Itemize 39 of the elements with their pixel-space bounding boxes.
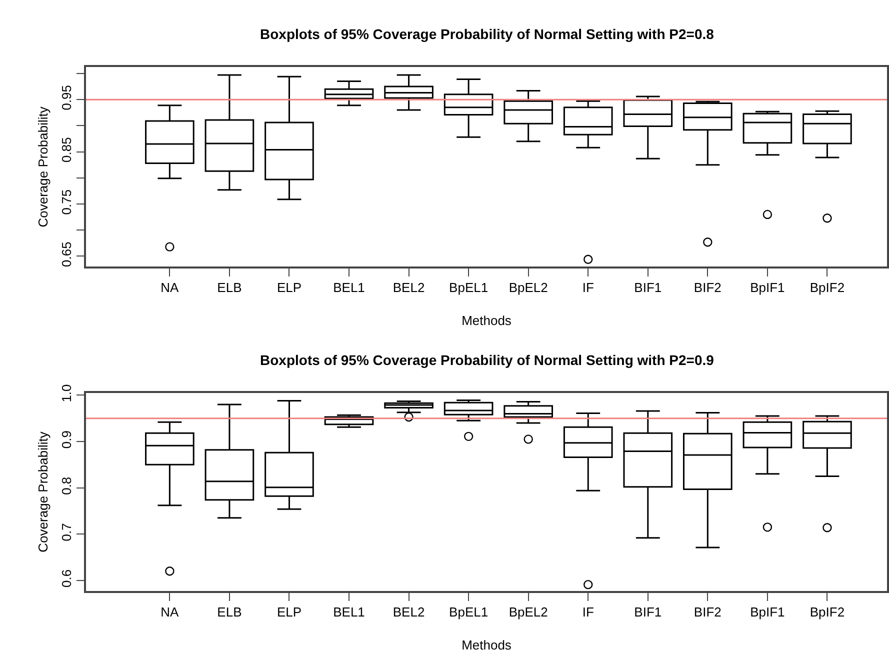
y-axis-title: Coverage Probability (36, 106, 50, 228)
x-tick-label: BpEL2 (508, 280, 548, 296)
y-tick-label: 0.95 (59, 84, 74, 110)
y-tick-label: 0.65 (59, 242, 74, 267)
x-tick-label: ELB (217, 604, 242, 620)
chart-title: Boxplots of 95% Coverage Probability of Normal Setting with P2=0.8 (260, 26, 714, 42)
x-tick-label: BIF2 (694, 604, 722, 620)
y-tick-label: 0.6 (59, 569, 74, 588)
x-tick-label: BEL1 (333, 280, 365, 296)
x-tick-label: ELP (276, 280, 302, 296)
x-tick-label: NA (160, 280, 180, 296)
x-tick-label: BpIF1 (750, 604, 785, 620)
x-tick-label: BpEL2 (508, 604, 548, 620)
y-tick-label: 0.9 (59, 430, 74, 449)
x-tick-label: BpIF1 (750, 280, 785, 296)
y-tick-label: 1.0 (59, 384, 74, 402)
y-tick-label: 0.85 (59, 137, 74, 162)
x-tick-label: IF (582, 280, 594, 296)
x-tick-label: ELP (276, 604, 302, 620)
x-tick-label: NA (160, 604, 180, 620)
x-tick-label: ELB (217, 280, 242, 296)
x-tick-label: BIF2 (694, 280, 722, 296)
x-tick-label: IF (582, 604, 594, 620)
x-tick-label: BEL1 (333, 604, 365, 620)
chart-title: Boxplots of 95% Coverage Probability of Normal Setting with P2=0.9 (260, 352, 714, 368)
y-tick-label: 0.8 (59, 476, 74, 495)
x-tick-label: BpIF2 (810, 604, 845, 620)
x-tick-label: BpEL1 (449, 604, 488, 620)
x-tick-label: BpIF2 (810, 280, 845, 296)
x-axis-title: Methods (462, 638, 512, 653)
x-tick-label: BEL2 (392, 280, 425, 296)
x-tick-label: BIF1 (634, 280, 662, 296)
y-tick-label: 0.75 (59, 189, 74, 215)
x-tick-label: BpEL1 (449, 280, 488, 296)
x-axis-title: Methods (462, 313, 512, 328)
y-axis-title: Coverage Probability (36, 431, 50, 552)
x-tick-label: BEL2 (392, 604, 425, 620)
y-tick-label: 0.7 (59, 523, 74, 542)
x-tick-label: BIF1 (634, 604, 662, 620)
